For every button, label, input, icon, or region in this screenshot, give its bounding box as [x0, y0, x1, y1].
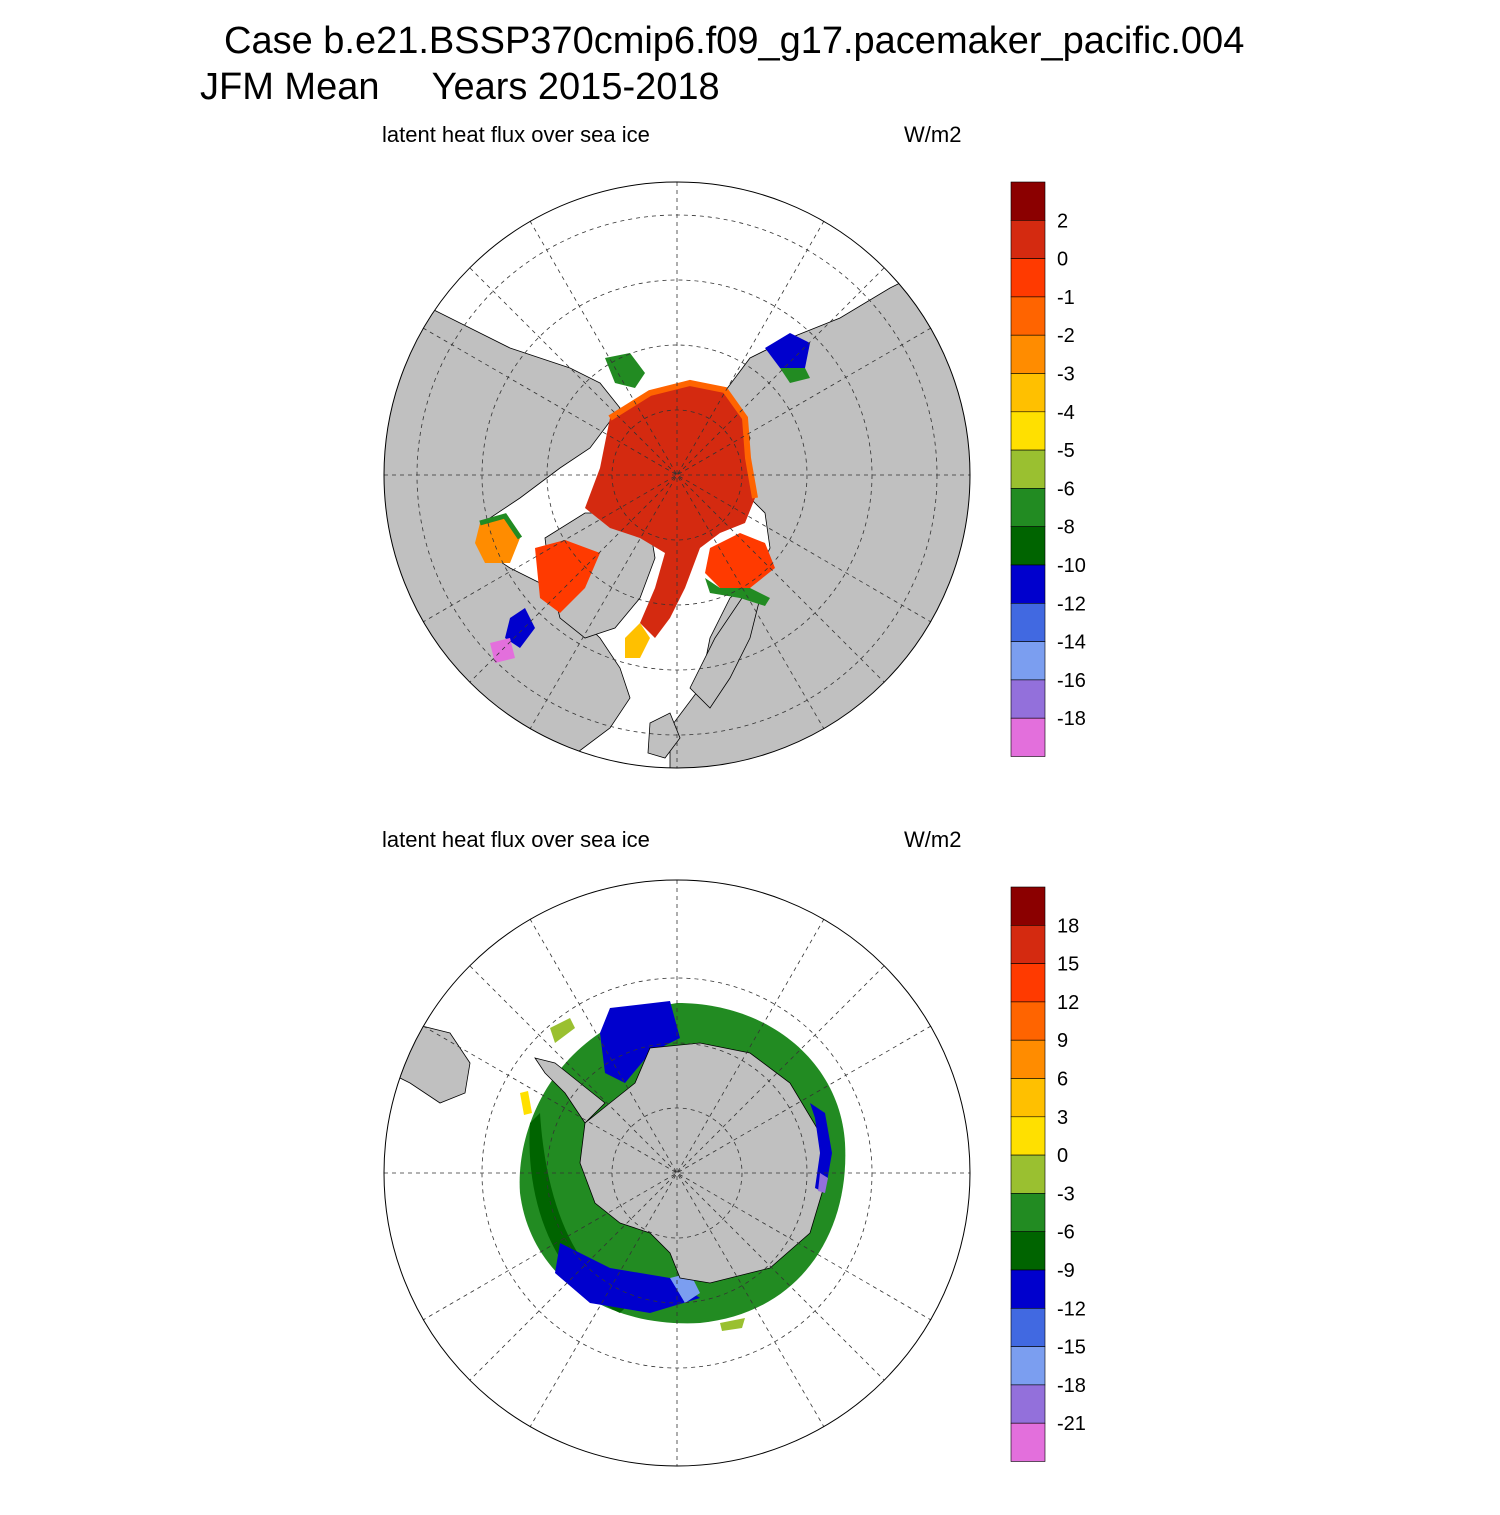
south-colorbar-box: [1010, 1422, 1046, 1462]
greenland-sea-ice: [625, 623, 650, 658]
south-colorbar-label: 12: [1057, 992, 1079, 1014]
north-colorbar: 2 0 -1 -2 -3 -4 -5 -6 -8 -10 -12 -14 -16 -18: [1010, 181, 1086, 757]
south-colorbar: 18 15 12 9 6 3 0 -3 -6 -9 -12 -15 -18 -21: [1010, 886, 1086, 1462]
north-colorbar-box: [1010, 219, 1046, 259]
north-colorbar-box: [1010, 679, 1046, 719]
south-colorbar-label: -12: [1057, 1298, 1086, 1320]
bering-ice: [605, 353, 645, 388]
newfoundland-ice: [490, 638, 515, 663]
ice-fringe-yellow: [520, 1091, 532, 1115]
antarctic-peninsula: [534, 1057, 606, 1124]
north-colorbar-label: -10: [1057, 555, 1086, 577]
south-colorbar-box: [1010, 1269, 1046, 1309]
north-colorbar-label: -2: [1057, 325, 1075, 347]
north-colorbar-label: -14: [1057, 632, 1086, 654]
ice-fringe-south: [720, 1318, 745, 1331]
panel-south: latent heat flux over sea ice W/m2: [0, 815, 1500, 1515]
north-colorbar-label: -3: [1057, 364, 1075, 386]
north-colorbar-label: 0: [1057, 249, 1068, 271]
north-colorbar-box: [1010, 449, 1046, 489]
south-map-border: [383, 879, 971, 1467]
labrador-ice-edge: [505, 608, 535, 648]
south-colorbar-box: [1010, 924, 1046, 964]
north-colorbar-box: [1010, 181, 1046, 221]
south-colorbar-label: -3: [1057, 1183, 1075, 1205]
south-colorbar-label: -6: [1057, 1222, 1075, 1244]
panel-north-units: W/m2: [904, 122, 962, 147]
north-colorbar-label: 2: [1057, 210, 1068, 232]
south-colorbar-label: 15: [1057, 954, 1079, 976]
panel-south-title: latent heat flux over sea ice: [382, 827, 650, 852]
panel-north-title: latent heat flux over sea ice: [382, 122, 650, 147]
north-map-border: [383, 181, 971, 769]
east-antarctic-ice-blue: [810, 1103, 832, 1193]
north-colorbar-label: -6: [1057, 478, 1075, 500]
ross-ice-blue: [555, 1243, 700, 1313]
scandinavia-land: [689, 597, 761, 709]
south-colorbar-label: 0: [1057, 1145, 1068, 1167]
south-colorbar-box: [1010, 1116, 1046, 1156]
barents-ice-edge: [705, 578, 770, 606]
barents-ice: [705, 533, 775, 588]
north-colorbar-box: [1010, 296, 1046, 336]
south-colorbar-box: [1010, 1154, 1046, 1194]
north-colorbar-label: -12: [1057, 593, 1086, 615]
north-colorbar-box: [1010, 258, 1046, 298]
okhotsk-ice: [765, 333, 810, 368]
south-colorbar-label: 3: [1057, 1107, 1068, 1129]
north-colorbar-box: [1010, 641, 1046, 681]
south-graticule: [384, 880, 970, 1466]
north-colorbar-label: -18: [1057, 708, 1086, 730]
south-colorbar-box: [1010, 1231, 1046, 1271]
south-colorbar-label: -9: [1057, 1260, 1075, 1282]
south-colorbar-label: -18: [1057, 1375, 1086, 1397]
weddell-ice-blue: [600, 1001, 680, 1083]
panel-north: latent heat flux over sea ice W/m2: [0, 110, 1500, 810]
ice-fringe-yellowgreen: [550, 1018, 575, 1043]
okhotsk-ice-green: [780, 368, 810, 383]
north-polar-map: [383, 181, 971, 769]
case-title: Case b.e21.BSSP370cmip6.f09_g17.pacemake…: [224, 20, 1245, 62]
north-colorbar-label: -8: [1057, 517, 1075, 539]
north-graticule: [384, 182, 970, 768]
north-colorbar-box: [1010, 602, 1046, 642]
south-colorbar-box: [1010, 1039, 1046, 1079]
north-colorbar-label: -16: [1057, 670, 1086, 692]
south-colorbar-box: [1010, 1001, 1046, 1041]
north-colorbar-box: [1010, 488, 1046, 527]
panel-south-units: W/m2: [904, 827, 962, 852]
ross-ice-light: [670, 1273, 700, 1303]
north-colorbar-label: -1: [1057, 287, 1075, 309]
south-colorbar-box: [1010, 886, 1046, 926]
arctic-ice-edge: [608, 379, 758, 499]
north-colorbar-box: [1010, 564, 1046, 604]
south-colorbar-box: [1010, 1346, 1046, 1386]
season-years-title: JFM Mean Years 2015-2018: [200, 66, 720, 108]
north-colorbar-box: [1010, 717, 1046, 757]
north-colorbar-box: [1010, 526, 1046, 566]
south-colorbar-box: [1010, 963, 1046, 1003]
south-colorbar-label: -15: [1057, 1337, 1086, 1359]
baffin-ice: [535, 540, 600, 613]
north-colorbar-box: [1010, 373, 1046, 413]
south-polar-map: [383, 879, 971, 1467]
uk-land: [647, 712, 681, 759]
north-colorbar-box: [1010, 411, 1046, 451]
south-colorbar-box: [1010, 1307, 1046, 1347]
hudson-bay-ice: [475, 516, 520, 563]
south-colorbar-label: -21: [1057, 1413, 1086, 1435]
south-colorbar-label: 18: [1057, 915, 1079, 937]
north-colorbar-label: -4: [1057, 402, 1075, 424]
south-colorbar-box: [1010, 1384, 1046, 1424]
south-colorbar-label: 9: [1057, 1030, 1068, 1052]
east-antarctic-ice-lilac: [818, 1173, 828, 1193]
arctic-ice-core: [585, 383, 755, 638]
hudson-bay-ice-edge: [479, 513, 523, 540]
north-colorbar-box: [1010, 334, 1046, 374]
north-colorbar-label: -5: [1057, 440, 1075, 462]
south-colorbar-box: [1010, 1078, 1046, 1118]
south-colorbar-box: [1010, 1193, 1046, 1232]
south-colorbar-label: 6: [1057, 1069, 1068, 1091]
